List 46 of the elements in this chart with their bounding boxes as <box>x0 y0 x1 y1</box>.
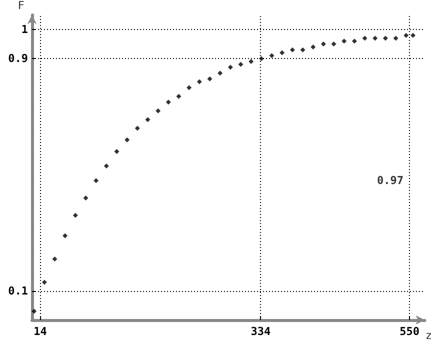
point <box>238 62 244 67</box>
point <box>104 164 109 169</box>
point <box>372 36 378 41</box>
point <box>352 38 357 44</box>
point <box>331 42 336 47</box>
point <box>72 212 78 218</box>
point <box>207 76 212 82</box>
y-tick-label: 0.1 <box>8 284 28 298</box>
x-tick-label: 14 <box>34 325 48 338</box>
point <box>52 256 58 262</box>
point <box>176 94 182 99</box>
point <box>124 137 130 142</box>
annotation: 0.97 <box>377 174 404 188</box>
point <box>218 70 223 76</box>
point <box>196 79 202 84</box>
point <box>320 42 326 47</box>
point <box>228 64 233 70</box>
point <box>269 53 274 58</box>
point <box>410 32 416 38</box>
point <box>248 58 254 64</box>
point <box>393 36 398 41</box>
point <box>42 280 47 285</box>
point <box>94 178 99 184</box>
point <box>382 36 388 41</box>
x-tick-label: 334 <box>250 325 272 338</box>
point <box>156 108 161 114</box>
point <box>342 38 347 44</box>
point <box>300 47 306 52</box>
point <box>362 36 368 41</box>
point <box>186 85 192 90</box>
point <box>145 117 150 122</box>
point <box>62 233 68 238</box>
y-axis-title: F <box>18 0 24 12</box>
y-tick-label: 1 <box>21 23 28 36</box>
point <box>290 47 295 52</box>
x-tick-label: 550 <box>400 325 420 338</box>
point <box>134 126 140 131</box>
point <box>280 50 285 56</box>
point <box>32 308 37 314</box>
point <box>114 149 120 154</box>
x-axis-title: z <box>425 329 432 342</box>
point <box>166 100 171 105</box>
point <box>310 44 316 50</box>
point <box>404 32 409 38</box>
y-tick-label: 0.9 <box>8 52 28 66</box>
point <box>83 196 88 200</box>
